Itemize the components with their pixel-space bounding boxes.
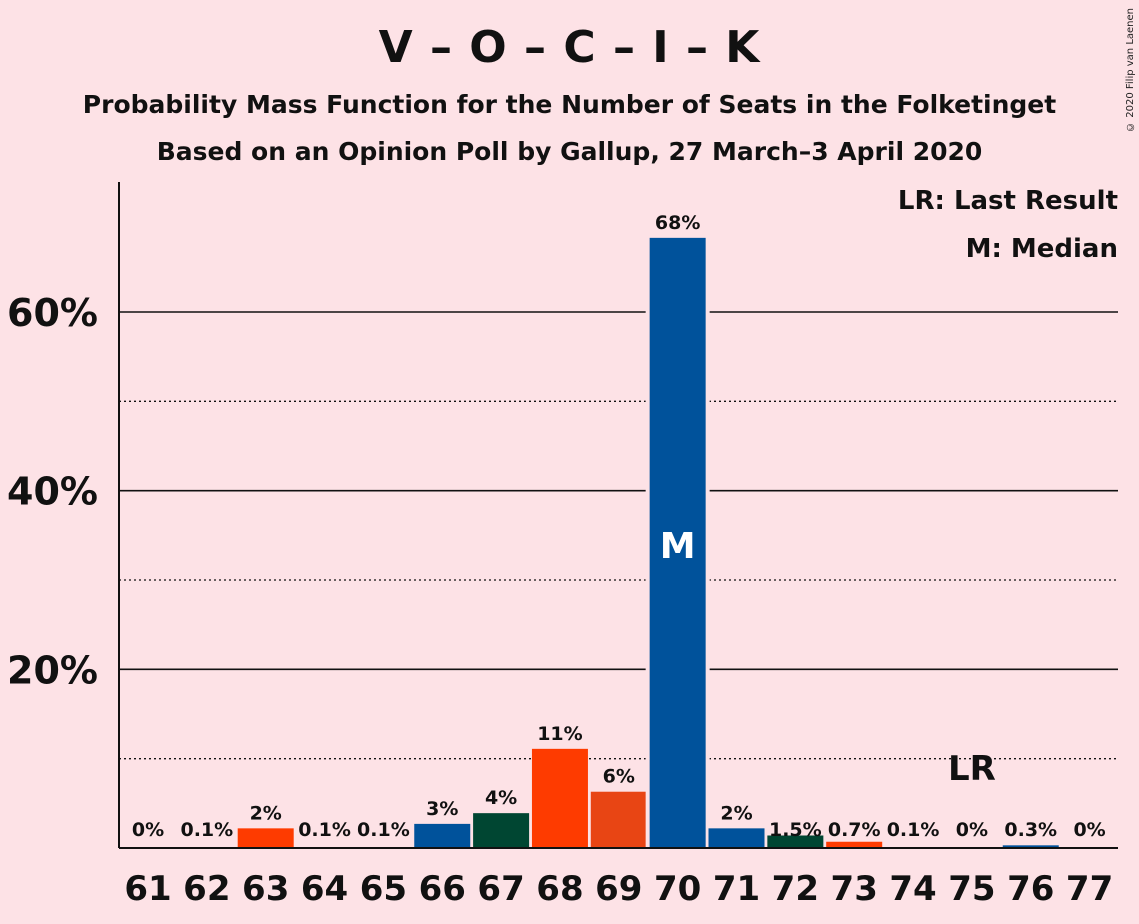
x-tick-label-76: 76 (1007, 869, 1054, 909)
x-tick-label-69: 69 (595, 869, 642, 909)
legend-median: M: Median (966, 234, 1118, 264)
bar-63 (237, 828, 294, 848)
data-label-73: 0.7% (828, 819, 881, 841)
y-tick-label-40: 40% (7, 470, 98, 514)
bar-76 (1002, 845, 1059, 848)
x-tick-label-75: 75 (948, 869, 995, 909)
x-tick-label-63: 63 (242, 869, 289, 909)
bar-68 (531, 748, 588, 848)
x-tick-label-67: 67 (477, 869, 524, 909)
x-tick-label-62: 62 (183, 869, 230, 909)
x-tick-label-70: 70 (654, 869, 701, 909)
data-label-74: 0.1% (887, 819, 940, 841)
x-tick-label-61: 61 (124, 869, 171, 909)
data-label-61: 0% (132, 819, 164, 841)
data-label-66: 3% (426, 798, 458, 820)
bar-69 (590, 791, 647, 848)
x-tick-label-66: 66 (419, 869, 466, 909)
legend-last-result: LR: Last Result (898, 186, 1118, 216)
y-tick-label-20: 20% (7, 648, 98, 692)
x-tick-label-68: 68 (536, 869, 583, 909)
data-label-72: 1.5% (769, 819, 822, 841)
y-tick-label-60: 60% (7, 291, 98, 335)
bar-73 (826, 841, 883, 848)
last-result-marker: LR (948, 749, 996, 789)
bar-71 (708, 828, 765, 848)
data-label-76: 0.3% (1004, 819, 1057, 841)
data-label-65: 0.1% (357, 819, 410, 841)
x-tick-label-77: 77 (1066, 869, 1113, 909)
data-label-77: 0% (1073, 819, 1105, 841)
median-marker: M (660, 526, 696, 567)
data-label-71: 2% (720, 802, 752, 824)
data-label-63: 2% (250, 802, 282, 824)
data-label-75: 0% (956, 819, 988, 841)
data-label-64: 0.1% (298, 819, 351, 841)
bar-66 (414, 823, 471, 848)
data-label-62: 0.1% (180, 819, 233, 841)
chart-title: V – O – C – I – K (378, 22, 761, 73)
data-label-67: 4% (485, 787, 517, 809)
x-tick-label-64: 64 (301, 869, 348, 909)
chart-subtitle-2: Based on an Opinion Poll by Gallup, 27 M… (156, 137, 983, 166)
bar-67 (473, 813, 530, 848)
bar-72 (767, 835, 824, 848)
x-tick-label-71: 71 (713, 869, 760, 909)
x-tick-label-65: 65 (360, 869, 407, 909)
x-tick-label-74: 74 (889, 869, 936, 909)
data-label-69: 6% (603, 766, 635, 788)
data-label-70: 68% (655, 212, 700, 234)
x-tick-label-72: 72 (772, 869, 819, 909)
data-label-68: 11% (537, 723, 582, 745)
bar-70 (649, 237, 706, 848)
chart-subtitle-1: Probability Mass Function for the Number… (82, 90, 1057, 119)
x-tick-label-73: 73 (831, 869, 878, 909)
